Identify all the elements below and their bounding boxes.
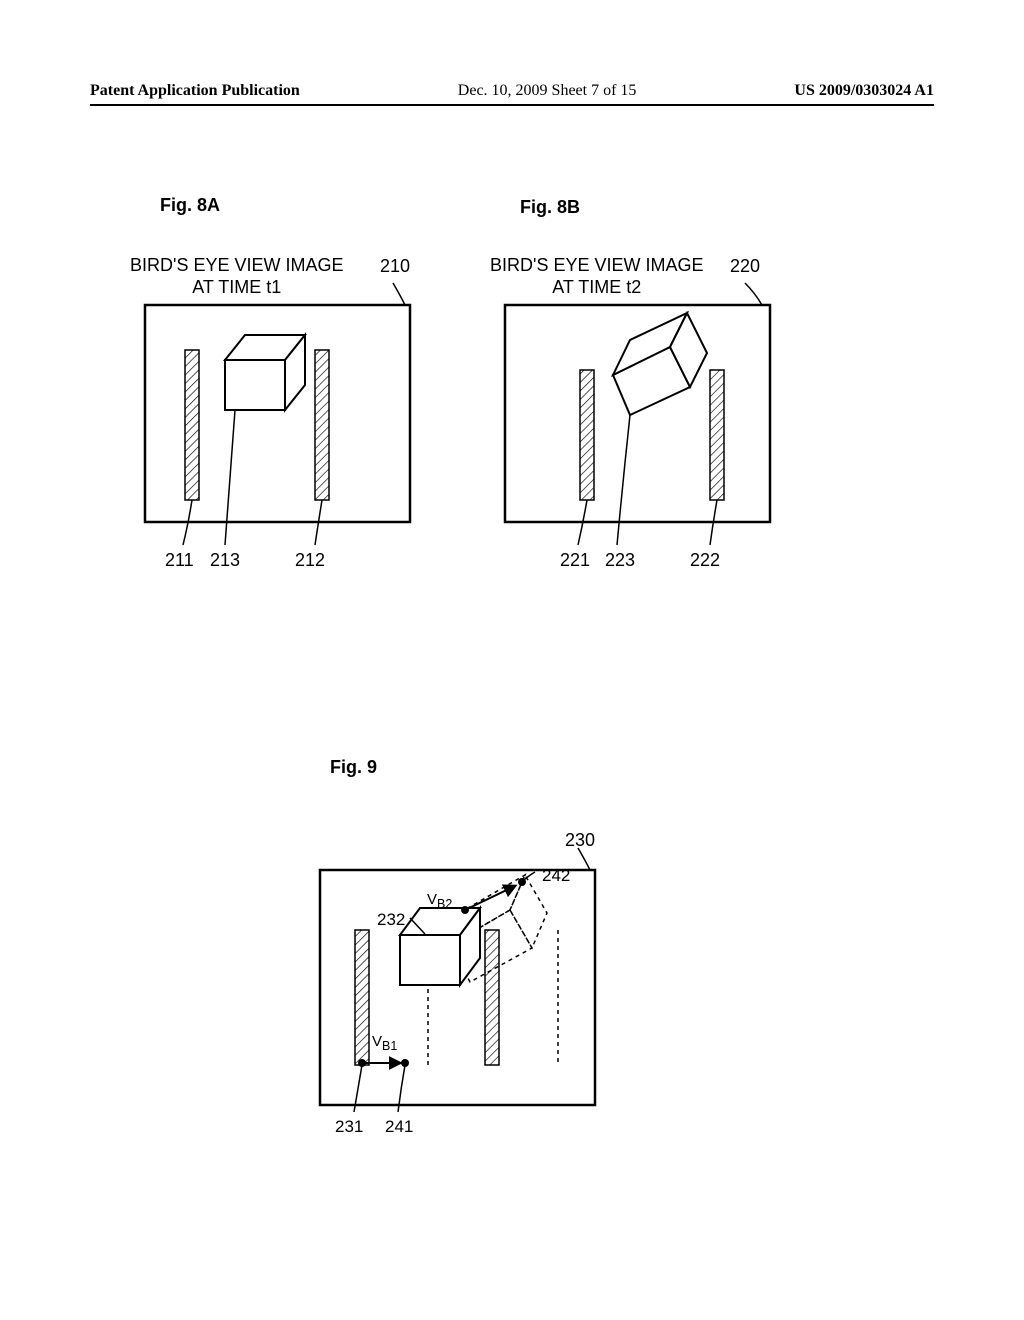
fig8a-ref-213: 213 xyxy=(210,550,240,571)
fig8b-ref-222: 222 xyxy=(690,550,720,571)
page-header: Patent Application Publication Dec. 10, … xyxy=(90,82,934,106)
fig9-ref-230: 230 xyxy=(565,830,595,851)
fig8b-ref-223: 223 xyxy=(605,550,635,571)
fig8b-label: Fig. 8B xyxy=(520,197,580,218)
fig9-ref-232: 232 xyxy=(377,910,405,930)
fig8a-label: Fig. 8A xyxy=(160,195,220,216)
fig8b-svg xyxy=(485,265,805,585)
fig9-ref-231: 231 xyxy=(335,1117,363,1137)
fig9-vb2-sub: B2 xyxy=(437,897,452,911)
fig9-vb1: VB1 xyxy=(372,1033,397,1053)
header-right: US 2009/0303024 A1 xyxy=(794,82,934,100)
fig8b-ref-220: 220 xyxy=(730,256,760,277)
fig9-vb2-v: V xyxy=(427,891,437,908)
fig8a-ref-212: 212 xyxy=(295,550,325,571)
fig9-vb1-sub: B1 xyxy=(382,1039,397,1053)
header-left: Patent Application Publication xyxy=(90,82,300,100)
fig9-vb1-v: V xyxy=(372,1033,382,1050)
fig9-ref-241: 241 xyxy=(385,1117,413,1137)
fig9-label: Fig. 9 xyxy=(330,757,377,778)
fig9-vb2: VB2 xyxy=(427,891,452,911)
fig8a-ref-210: 210 xyxy=(380,256,410,277)
header-mid: Dec. 10, 2009 Sheet 7 of 15 xyxy=(458,82,637,100)
fig8b-ref-221: 221 xyxy=(560,550,590,571)
fig8a-ref-211: 211 xyxy=(165,550,194,571)
fig9-ref-242: 242 xyxy=(542,866,570,886)
fig8a-svg xyxy=(125,265,445,585)
